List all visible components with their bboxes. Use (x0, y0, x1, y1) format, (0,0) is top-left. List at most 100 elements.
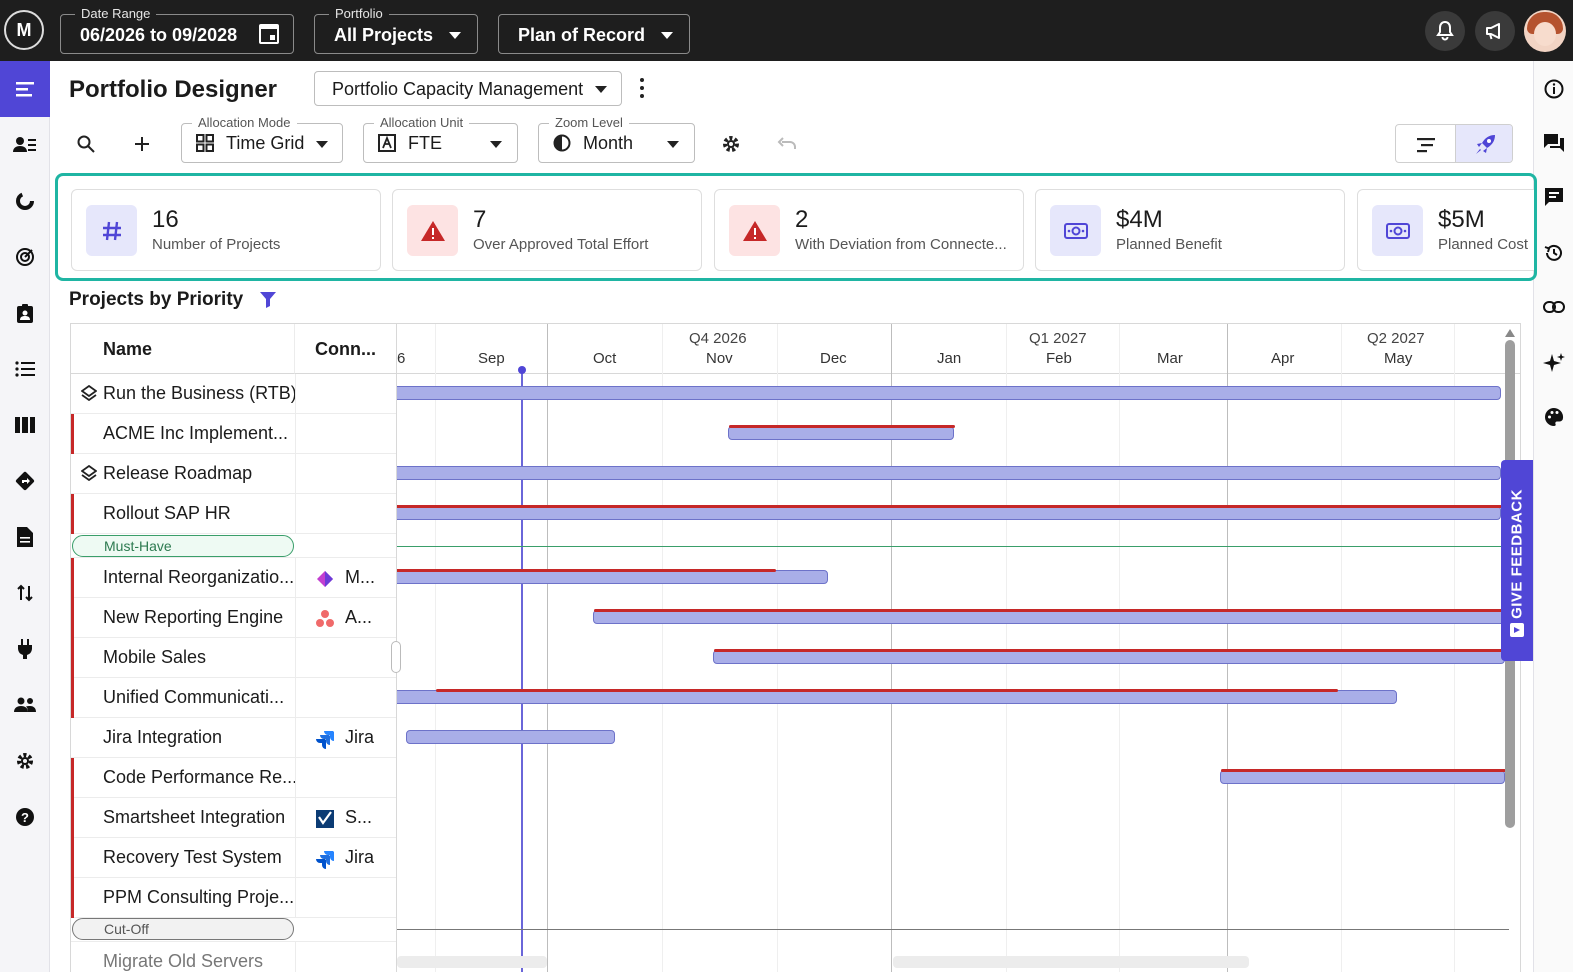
row-name: Code Performance Re... (103, 767, 298, 787)
comment-icon[interactable] (1534, 177, 1573, 217)
filter-icon[interactable] (260, 292, 276, 308)
sort-arrows-icon[interactable] (0, 565, 50, 621)
sparkle-icon[interactable] (1534, 343, 1573, 383)
priority-pill-must-have: Must-Have (72, 535, 294, 557)
metric-card-benefit[interactable]: $4M Planned Benefit (1035, 189, 1345, 271)
chart-icon[interactable] (0, 173, 50, 229)
priority-pill-cut-off: Cut-Off (72, 918, 294, 940)
calendar-icon[interactable] (259, 24, 279, 44)
gantt-bar[interactable] (397, 466, 1501, 480)
columns-icon[interactable] (0, 397, 50, 453)
settings-icon[interactable] (716, 129, 746, 159)
gantt-bar-faded[interactable] (893, 956, 1249, 968)
announcements-button[interactable] (1475, 11, 1515, 51)
target-icon[interactable] (0, 229, 50, 285)
list-view-button[interactable] (1396, 125, 1455, 162)
table-row[interactable]: New Reporting Engine A... (71, 598, 396, 638)
avatar[interactable] (1524, 10, 1566, 52)
gantt-bar-faded[interactable] (397, 956, 547, 968)
allocation-unit-select[interactable]: Allocation Unit FTE (363, 115, 518, 163)
search-icon[interactable] (71, 129, 101, 159)
table-row[interactable]: Code Performance Re... (71, 758, 396, 798)
notifications-button[interactable] (1425, 11, 1465, 51)
plan-select[interactable]: Plan of Record (498, 14, 690, 54)
date-range-label: Date Range (75, 6, 157, 21)
layers-icon (81, 385, 97, 401)
row-connector: Jira (345, 847, 375, 867)
metric-card-over-effort[interactable]: 7 Over Approved Total Effort (392, 189, 702, 271)
date-range-picker[interactable]: Date Range 06/2026 to 09/2028 (60, 6, 294, 54)
link-icon[interactable] (1534, 287, 1573, 327)
gantt-bar[interactable] (593, 609, 1506, 624)
table-row[interactable]: PPM Consulting Proje... (71, 878, 396, 918)
table-row[interactable]: Internal Reorganizatio... M... (71, 558, 396, 598)
column-resize-handle[interactable] (391, 641, 401, 673)
history-icon[interactable] (1534, 233, 1573, 273)
zoom-level-select[interactable]: Zoom Level Month (538, 115, 695, 163)
gantt-bar[interactable] (406, 730, 615, 744)
palette-icon[interactable] (1534, 397, 1573, 437)
table-row[interactable]: Mobile Sales (71, 638, 396, 678)
add-icon[interactable] (127, 129, 157, 159)
gantt-bar[interactable] (713, 649, 1506, 664)
gantt-bar[interactable] (728, 425, 955, 440)
rocket-view-button[interactable] (1455, 125, 1512, 162)
people-icon[interactable] (0, 677, 50, 733)
chevron-down-icon (449, 32, 461, 39)
gantt-bar[interactable] (397, 689, 1397, 704)
chevron-down-icon (667, 141, 679, 148)
table-row[interactable]: ACME Inc Implement... (71, 414, 396, 454)
table-row[interactable]: Rollout SAP HR (71, 494, 396, 534)
plug-icon[interactable] (0, 621, 50, 677)
money-icon (1372, 205, 1423, 256)
app-logo[interactable]: M (4, 10, 44, 50)
status-marker (71, 798, 74, 838)
gantt-bar[interactable] (1220, 769, 1506, 784)
month-label: Apr (1271, 350, 1295, 367)
chevron-down-icon (316, 141, 328, 148)
table-row[interactable]: Recovery Test System Jira (71, 838, 396, 878)
column-header-connector[interactable]: Conn... (295, 324, 396, 374)
undo-icon[interactable] (772, 129, 802, 159)
chat-icon[interactable] (1534, 123, 1573, 163)
metric-value: 2 (795, 206, 809, 233)
document-icon[interactable] (0, 509, 50, 565)
jira-icon (316, 851, 334, 869)
more-options-icon[interactable] (638, 78, 646, 98)
month-label: Sep (478, 350, 505, 367)
portfolio-select[interactable]: Portfolio All Projects (314, 6, 478, 54)
gantt-bar[interactable] (397, 386, 1501, 400)
column-header-name[interactable]: Name (71, 324, 295, 374)
scroll-up-icon[interactable] (1504, 328, 1516, 338)
table-row[interactable]: Jira Integration Jira (71, 718, 396, 758)
table-row[interactable]: Release Roadmap (71, 454, 396, 494)
table-row[interactable]: Run the Business (RTB) (71, 374, 396, 414)
rocket-icon (1476, 134, 1495, 154)
list-icon[interactable] (0, 341, 50, 397)
give-feedback-button[interactable]: GIVE FEEDBACK (1501, 460, 1533, 661)
view-select[interactable]: Portfolio Capacity Management (314, 71, 622, 106)
metric-card-projects[interactable]: 16 Number of Projects (71, 189, 381, 271)
table-row[interactable]: Migrate Old Servers (71, 942, 396, 972)
metric-card-cost[interactable]: $5M Planned Cost (1357, 189, 1534, 271)
metric-card-deviation[interactable]: 2 With Deviation from Connecte... (714, 189, 1024, 271)
help-icon[interactable]: ? (0, 789, 50, 845)
metrics-strip: 16 Number of Projects 7 Over Approved To… (55, 173, 1537, 281)
menu-collapse-icon[interactable] (0, 61, 50, 117)
allocation-mode-select[interactable]: Allocation Mode Time Grid (181, 115, 343, 163)
gantt-bar[interactable] (397, 505, 1502, 520)
resource-icon[interactable] (0, 117, 50, 173)
gear-icon[interactable] (0, 733, 50, 789)
roadmap-icon[interactable] (0, 453, 50, 509)
priority-group-row[interactable]: Cut-Off (71, 918, 396, 942)
status-marker (71, 878, 74, 918)
gantt-bar[interactable] (397, 569, 828, 584)
status-marker (71, 414, 74, 454)
priority-group-row[interactable]: Must-Have (71, 534, 396, 558)
clipboard-icon[interactable] (0, 285, 50, 341)
table-row[interactable]: Smartsheet Integration S... (71, 798, 396, 838)
month-label: Dec (820, 350, 847, 367)
table-row[interactable]: Unified Communicati... (71, 678, 396, 718)
info-icon[interactable] (1534, 69, 1573, 109)
row-connector: Jira (345, 727, 375, 747)
